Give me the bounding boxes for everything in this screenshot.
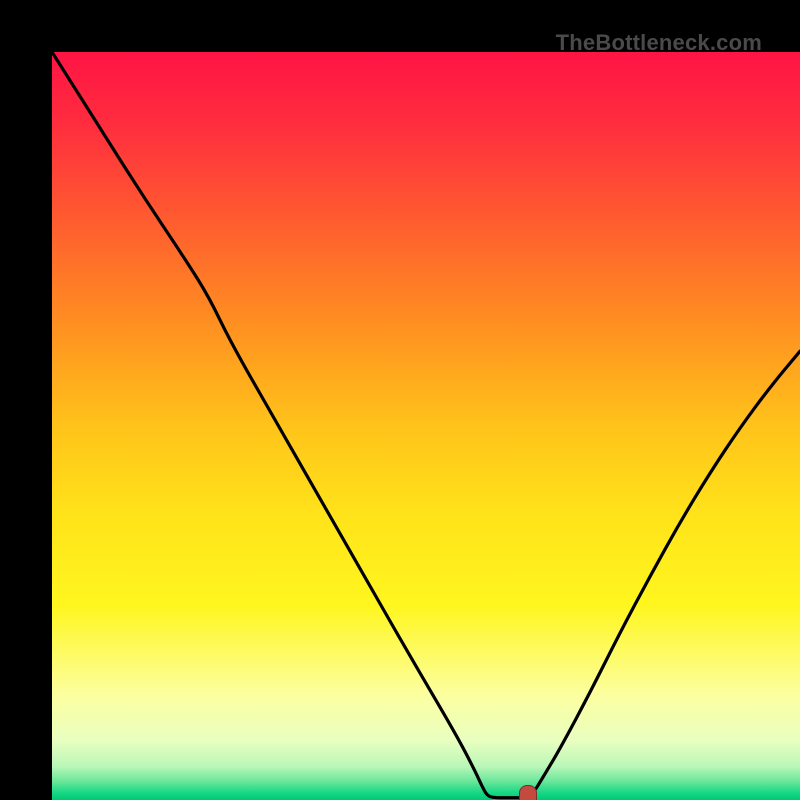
curve-path [52,52,800,798]
bottleneck-curve [52,52,800,800]
plot-area [52,52,800,800]
chart-frame: TheBottleneck.com [0,0,800,800]
optimal-point-marker [519,785,537,800]
